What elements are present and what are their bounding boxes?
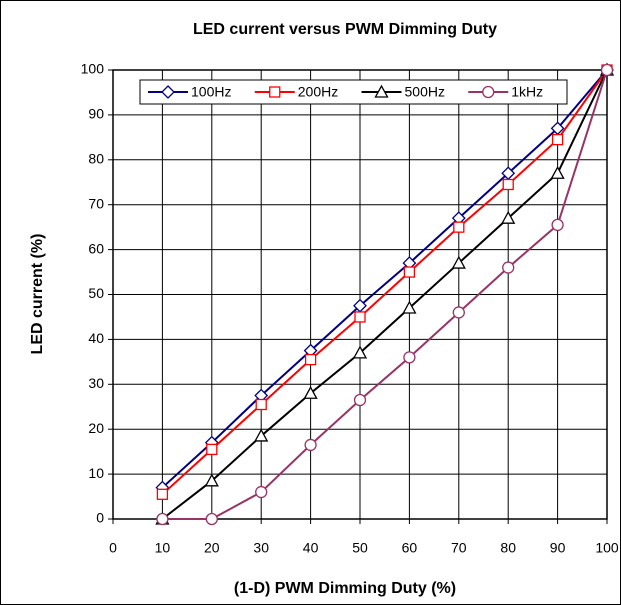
marker <box>551 218 564 232</box>
y-tick-label: 80 <box>88 151 104 167</box>
marker <box>550 165 565 179</box>
series-line <box>162 69 608 520</box>
marker <box>374 84 389 98</box>
x-tick-label: 50 <box>352 540 368 556</box>
marker <box>403 266 416 278</box>
marker <box>156 488 169 500</box>
marker <box>304 438 317 452</box>
legend-label: 100Hz <box>191 84 231 100</box>
y-tick-label: 60 <box>88 240 104 256</box>
series-line <box>161 69 608 496</box>
x-tick-label: 90 <box>550 540 566 556</box>
marker <box>482 85 495 99</box>
y-tick-label: 30 <box>88 375 104 391</box>
marker <box>354 311 366 323</box>
marker <box>304 353 317 366</box>
marker <box>161 85 175 99</box>
legend-label: 200Hz <box>298 84 338 100</box>
y-axis-label: LED current (%) <box>29 234 46 355</box>
marker <box>403 351 416 364</box>
legend-label: 1kHz <box>511 84 543 100</box>
marker <box>205 512 218 526</box>
series-line <box>161 69 608 489</box>
x-tick-label: 20 <box>204 540 220 556</box>
marker <box>254 428 269 442</box>
marker <box>156 512 169 526</box>
x-tick-label: 80 <box>500 540 516 556</box>
marker <box>502 261 515 274</box>
marker <box>451 255 466 269</box>
series-line <box>161 69 608 520</box>
marker <box>255 485 268 499</box>
x-tick-label: 70 <box>451 540 467 556</box>
plot-border <box>112 69 608 520</box>
marker <box>452 306 465 319</box>
y-tick-label: 10 <box>88 465 104 481</box>
legend-label: 500Hz <box>405 84 445 100</box>
marker <box>255 398 267 411</box>
x-tick-label: 40 <box>303 540 319 556</box>
x-tick-label: 60 <box>402 540 418 556</box>
y-tick-label: 50 <box>88 285 104 301</box>
marker <box>551 133 564 146</box>
marker <box>502 178 514 191</box>
marker <box>206 443 218 456</box>
marker <box>303 385 318 399</box>
chart-title: LED current versus PWM Dimming Duty <box>193 21 497 38</box>
y-tick-label: 0 <box>96 510 104 526</box>
marker <box>352 345 368 359</box>
marker <box>600 63 614 77</box>
x-axis-label: (1-D) PWM Dimming Duty (%) <box>234 580 456 597</box>
y-tick-label: 70 <box>88 195 104 211</box>
x-tick-label: 10 <box>155 540 171 556</box>
y-tick-label: 100 <box>81 61 105 77</box>
marker <box>204 473 219 487</box>
marker <box>501 210 516 224</box>
x-tick-label: 0 <box>109 540 117 556</box>
marker <box>269 86 281 98</box>
marker <box>402 300 417 314</box>
marker <box>353 393 367 407</box>
y-tick-label: 20 <box>88 420 104 436</box>
x-tick-label: 30 <box>253 540 269 556</box>
marker <box>453 221 465 233</box>
x-tick-label: 100 <box>595 540 619 556</box>
y-tick-label: 40 <box>88 330 104 346</box>
y-tick-label: 90 <box>88 106 104 122</box>
